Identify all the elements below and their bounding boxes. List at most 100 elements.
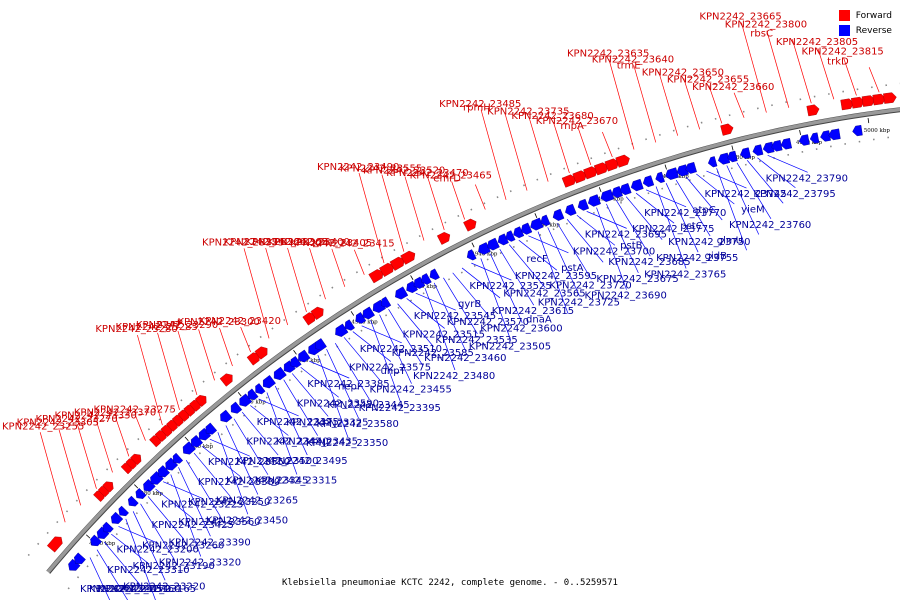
reverse-gene-label: KPN2242_23325: [286, 417, 368, 428]
reverse-gene-label: KPN2242_23445: [327, 400, 409, 411]
forward-gene-label: KPN2242_23800: [725, 20, 807, 31]
leader-line: [461, 267, 501, 299]
reverse-gene-label: KPN2242_23755: [656, 253, 738, 264]
leader-line: [424, 287, 456, 371]
scale-tick-label: 5000 kbp: [864, 128, 891, 134]
reverse-gene-label: KPN2242_23790: [766, 173, 848, 184]
reverse-gene: [165, 457, 179, 471]
leader-line: [334, 342, 370, 400]
forward-gene: [583, 166, 598, 180]
leader-line: [137, 334, 163, 426]
leader-line: [132, 511, 166, 581]
forward-gene-label: trkD: [827, 56, 849, 67]
reverse-gene: [685, 161, 697, 174]
forward-gene: [572, 170, 587, 184]
reverse-gene-label: KPN2242_23385: [307, 379, 389, 390]
leader-line: [361, 325, 402, 344]
leader-line: [766, 30, 790, 108]
forward-gene-label: KPN2242_23365: [245, 237, 327, 248]
forward-swatch-icon: [838, 10, 850, 21]
backbone-band: [46, 107, 900, 574]
forward-gene-label: rnpA: [560, 121, 584, 132]
reverse-gene: [600, 189, 615, 203]
scale-tick: [731, 145, 734, 151]
reverse-gene: [362, 306, 375, 320]
leader-line: [39, 432, 66, 523]
scale-tick: [134, 484, 139, 489]
forward-gene: [593, 162, 609, 176]
leader-line: [326, 348, 359, 419]
reverse-gene: [540, 214, 551, 227]
leader-line: [209, 438, 250, 457]
leader-line: [685, 176, 723, 221]
reverse-gene: [110, 511, 124, 524]
leader-line: [397, 303, 434, 347]
strand-legend: Forward Reverse: [838, 8, 892, 38]
reverse-gene-label: pstA: [561, 263, 583, 274]
reverse-gene-label: KPN2242_23260: [142, 540, 224, 551]
leader-line: [452, 272, 489, 317]
scale-tick: [471, 242, 475, 248]
reverse-gene: [308, 341, 322, 356]
reverse-gene: [198, 427, 212, 441]
leader-line: [201, 445, 241, 477]
reverse-gene-label: KPN2242_23570: [447, 317, 529, 328]
legend-label-forward: Forward: [855, 10, 892, 21]
map-caption: Klebsiella pneumoniae KCTC 2242, complet…: [282, 578, 618, 588]
scale-tick: [598, 187, 602, 193]
reverse-gene: [68, 558, 81, 571]
forward-gene-label: KPN2242_23370: [74, 407, 156, 418]
forward-gene-label: murP: [157, 318, 183, 329]
leader-line: [606, 203, 639, 273]
reverse-gene-label: KPN2242_23575: [349, 363, 431, 374]
leader-line: [733, 92, 745, 118]
reverse-gene: [73, 552, 86, 565]
leader-line: [427, 178, 445, 230]
leader-line: [89, 557, 111, 600]
reverse-gene-label: KPN2242_23425: [152, 520, 234, 531]
forward-gene: [368, 269, 384, 284]
reverse-gene-label: KPN2242_23450: [206, 515, 288, 526]
leader-line: [358, 172, 385, 264]
reverse-gene: [102, 521, 114, 533]
reverse-gene-label: KPN2242_23565: [503, 289, 585, 300]
reverse-gene: [513, 226, 525, 239]
leader-line: [658, 71, 679, 136]
reverse-gene-label: KPN2242_23395: [359, 403, 441, 414]
leader-line: [291, 373, 329, 417]
reverse-gene-label: KPN2242_23390: [168, 537, 250, 548]
forward-gene-label: KPN2242_23355: [202, 237, 284, 248]
reverse-gene: [752, 144, 764, 156]
reverse-gene-label: KPN2242_23590: [297, 398, 379, 409]
reverse-gene: [395, 286, 409, 300]
leader-line: [817, 48, 835, 100]
reverse-gene: [335, 323, 349, 337]
leader-line: [596, 207, 627, 290]
forward-gene: [254, 346, 268, 360]
scale-tick-label: 4900 kbp: [240, 400, 267, 406]
reverse-gene: [655, 171, 665, 184]
leader-line: [499, 248, 535, 306]
leader-line: [370, 320, 401, 403]
reverse-gene: [798, 134, 810, 146]
reverse-gene-label: KPN2242_23675: [596, 274, 678, 285]
reverse-gene-label: KPN2242_23200: [117, 544, 199, 555]
leader-line: [103, 541, 141, 586]
reverse-gene-label: KPN2242_23220: [123, 581, 205, 592]
reverse-gene: [727, 150, 738, 163]
reverse-gene-label: KPN2242_23580: [317, 419, 399, 430]
leader-line: [388, 308, 423, 366]
reverse-gene-label: KPN2242_23765: [644, 269, 726, 280]
reverse-gene: [273, 366, 287, 381]
reverse-gene: [143, 478, 156, 492]
reverse-gene-label: KPN2242_23375: [257, 417, 339, 428]
reverse-gene-label: uhpT: [381, 366, 407, 377]
scale-tick: [410, 275, 414, 280]
forward-gene: [130, 453, 142, 466]
reverse-gene-label: KPN2242_23795: [753, 189, 835, 200]
reverse-gene: [809, 132, 820, 144]
reverse-gene-label: KPN2242_23760: [729, 220, 811, 231]
reverse-gene: [552, 208, 565, 221]
leader-line: [404, 176, 425, 241]
forward-gene-label: KPN2242_23270: [35, 414, 117, 425]
